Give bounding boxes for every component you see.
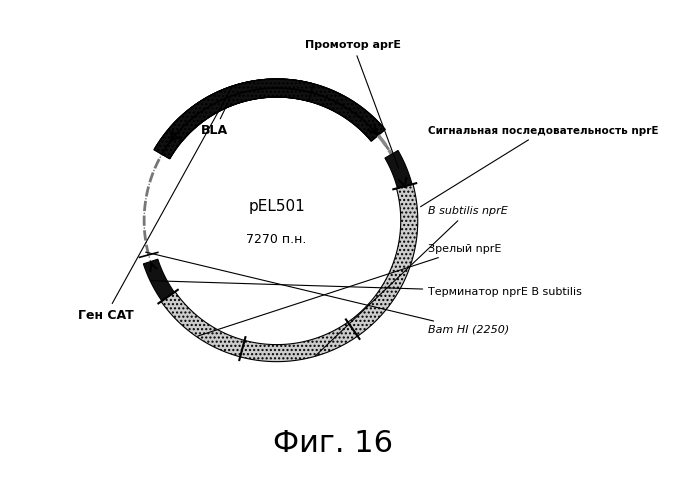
- Polygon shape: [168, 79, 314, 141]
- Text: BLA: BLA: [201, 99, 230, 137]
- Text: B subtilis nprE: B subtilis nprE: [316, 206, 508, 356]
- Polygon shape: [168, 79, 314, 141]
- Polygon shape: [161, 292, 244, 357]
- Polygon shape: [240, 322, 358, 362]
- Text: Bam HI (2250): Bam HI (2250): [146, 252, 510, 334]
- Text: Сигнальная последовательность nprE: Сигнальная последовательность nprE: [421, 125, 659, 207]
- Text: Промотор aprE: Промотор aprE: [305, 40, 401, 168]
- Text: 7270 п.н.: 7270 п.н.: [246, 233, 307, 246]
- Polygon shape: [144, 259, 174, 301]
- Polygon shape: [154, 79, 385, 159]
- Text: Терминатор nprE B subtilis: Терминатор nprE B subtilis: [150, 281, 582, 297]
- Polygon shape: [348, 184, 418, 336]
- Polygon shape: [154, 79, 385, 159]
- Text: Зрелый nprE: Зрелый nprE: [198, 244, 502, 336]
- Polygon shape: [385, 150, 412, 188]
- Text: Ген CAT: Ген CAT: [78, 88, 232, 322]
- Text: pEL501: pEL501: [248, 199, 305, 214]
- Text: Фиг. 16: Фиг. 16: [274, 429, 393, 457]
